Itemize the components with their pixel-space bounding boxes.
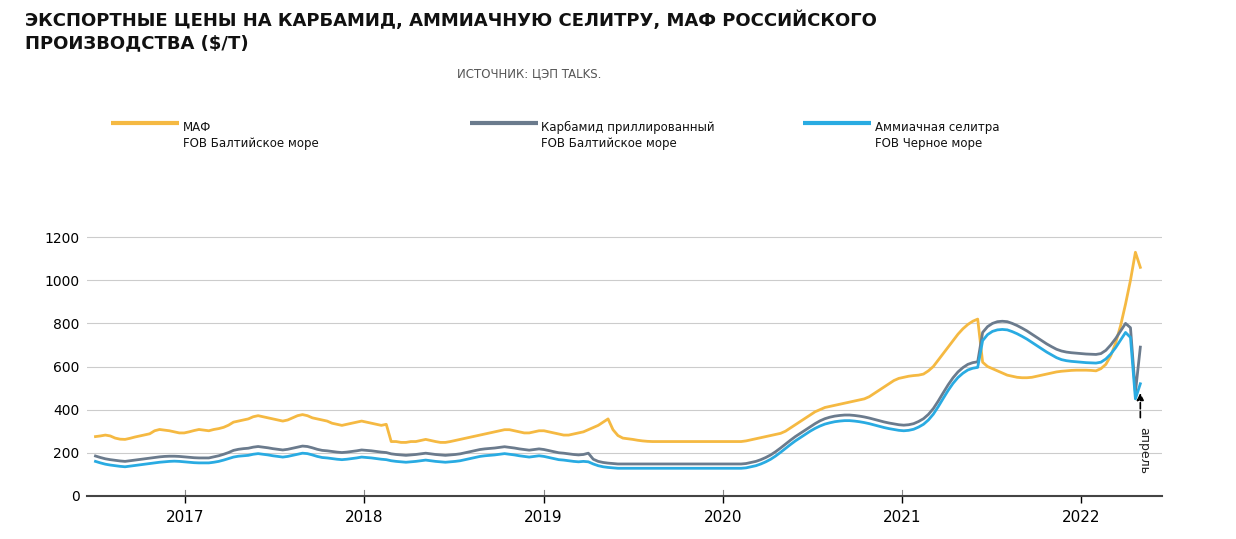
Text: ЭКСПОРТНЫЕ ЦЕНЫ НА КАРБАМИД, АММИАЧНУЮ СЕЛИТРУ, МАФ РОССИЙСКОГО
ПРОИЗВОДСТВА ($/: ЭКСПОРТНЫЕ ЦЕНЫ НА КАРБАМИД, АММИАЧНУЮ С… <box>25 11 876 52</box>
Text: ИСТОЧНИК: ЦЭП TALKS.: ИСТОЧНИК: ЦЭП TALKS. <box>457 67 602 80</box>
Text: Аммиачная селитра
FOB Черное море: Аммиачная селитра FOB Черное море <box>875 121 1000 150</box>
Text: МАФ
FOB Балтийское море: МАФ FOB Балтийское море <box>183 121 319 150</box>
Text: Карбамид приллированный
FOB Балтийское море: Карбамид приллированный FOB Балтийское м… <box>541 121 714 150</box>
Text: апрель: апрель <box>1137 427 1151 474</box>
